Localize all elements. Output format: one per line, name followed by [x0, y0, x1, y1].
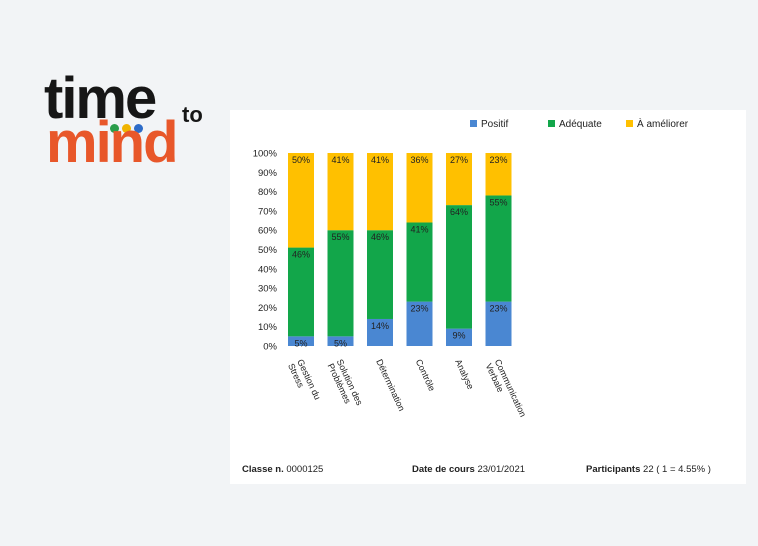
data-label: 55%	[331, 232, 349, 242]
data-label: 36%	[410, 155, 428, 165]
data-label: 46%	[292, 250, 310, 260]
data-label: 14%	[371, 321, 389, 331]
bar-segment	[327, 336, 354, 346]
legend-label: Positif	[481, 119, 508, 130]
bar-segment	[288, 153, 314, 248]
y-tick-label: 0%	[263, 342, 277, 353]
date-value: 23/01/2021	[477, 464, 526, 475]
logo-to-text: to	[182, 102, 203, 127]
bar-segment	[288, 336, 314, 346]
bar-segment	[367, 230, 393, 319]
data-label: 41%	[410, 224, 428, 234]
data-label: 23%	[410, 304, 428, 314]
y-tick-label: 50%	[258, 245, 278, 256]
logo-time-text: time	[44, 66, 157, 131]
bar-segment	[406, 222, 433, 302]
bar-segment	[406, 301, 433, 346]
logo-mind-text: mind	[46, 110, 179, 175]
y-tick-label: 60%	[258, 226, 278, 237]
y-tick-label: 40%	[258, 264, 278, 275]
y-tick-label: 70%	[258, 206, 278, 217]
category-label: Solution desProblèmes	[326, 358, 365, 412]
logo-dot-yellow	[122, 124, 131, 133]
data-label: 23%	[489, 155, 507, 165]
bar-segment	[446, 205, 472, 329]
category-label: Gestion duStress	[286, 358, 323, 406]
bar-segment	[367, 153, 393, 231]
legend-swatch	[470, 120, 477, 127]
bar-segment	[446, 328, 472, 346]
participants-value: 22 ( 1 = 4.55% )	[643, 464, 711, 475]
logo-dot-green	[110, 124, 119, 133]
category-label: Analyse	[453, 358, 476, 391]
report-card: 0% 10% 20% 30% 40% 50% 60% 70% 80% 90% 100% 5% 46% 50…	[230, 110, 746, 484]
bar-segment	[406, 153, 433, 223]
legend-swatch	[548, 120, 555, 127]
participants: Participants 22 ( 1 = 4.55% )	[586, 464, 711, 475]
class-value: 0000125	[286, 464, 324, 475]
bar-segment	[288, 247, 314, 337]
category-label: Détermination	[374, 358, 407, 413]
logo-dots	[110, 124, 150, 134]
data-label: 5%	[334, 338, 347, 348]
date-label: Date de cours	[412, 464, 475, 475]
bar-segment	[367, 318, 393, 346]
bar-segment	[485, 301, 512, 346]
stacked-bar-chart: 0% 10% 20% 30% 40% 50% 60% 70% 80% 90% 100% 5% 46% 50…	[253, 117, 689, 423]
data-label: 27%	[450, 155, 468, 165]
y-tick-label: 30%	[258, 284, 278, 295]
category-label: Contrôle	[414, 358, 437, 393]
data-label: 41%	[331, 155, 349, 165]
class-label: Classe n.	[242, 464, 284, 475]
bar-segment	[327, 153, 354, 231]
data-label: 9%	[452, 331, 465, 341]
data-label: 23%	[489, 304, 507, 314]
logo-dot-blue	[134, 124, 143, 133]
participants-label: Participants	[586, 464, 641, 475]
data-label: 5%	[294, 338, 307, 348]
legend-swatch	[626, 120, 633, 127]
bar-segment	[327, 230, 354, 337]
time-to-mind-logo: time to mind	[44, 70, 220, 180]
y-tick-label: 100%	[253, 149, 278, 160]
legend-label: À améliorer	[637, 117, 689, 130]
class-number: Classe n. 0000125	[242, 464, 323, 475]
bar-segment	[446, 153, 472, 206]
bar-segment	[485, 195, 512, 302]
data-label: 41%	[371, 155, 389, 165]
y-tick-label: 90%	[258, 168, 278, 179]
category-label: CommunicationVerbale	[484, 358, 529, 423]
data-label: 50%	[292, 155, 310, 165]
data-label: 64%	[450, 207, 468, 217]
data-label: 55%	[489, 197, 507, 207]
legend-label: Adéquate	[559, 119, 602, 130]
y-tick-label: 10%	[258, 322, 278, 333]
course-date: Date de cours 23/01/2021	[412, 464, 525, 475]
y-tick-label: 80%	[258, 187, 278, 198]
y-tick-label: 20%	[258, 303, 278, 314]
data-label: 46%	[371, 232, 389, 242]
bar-segment	[485, 153, 512, 196]
